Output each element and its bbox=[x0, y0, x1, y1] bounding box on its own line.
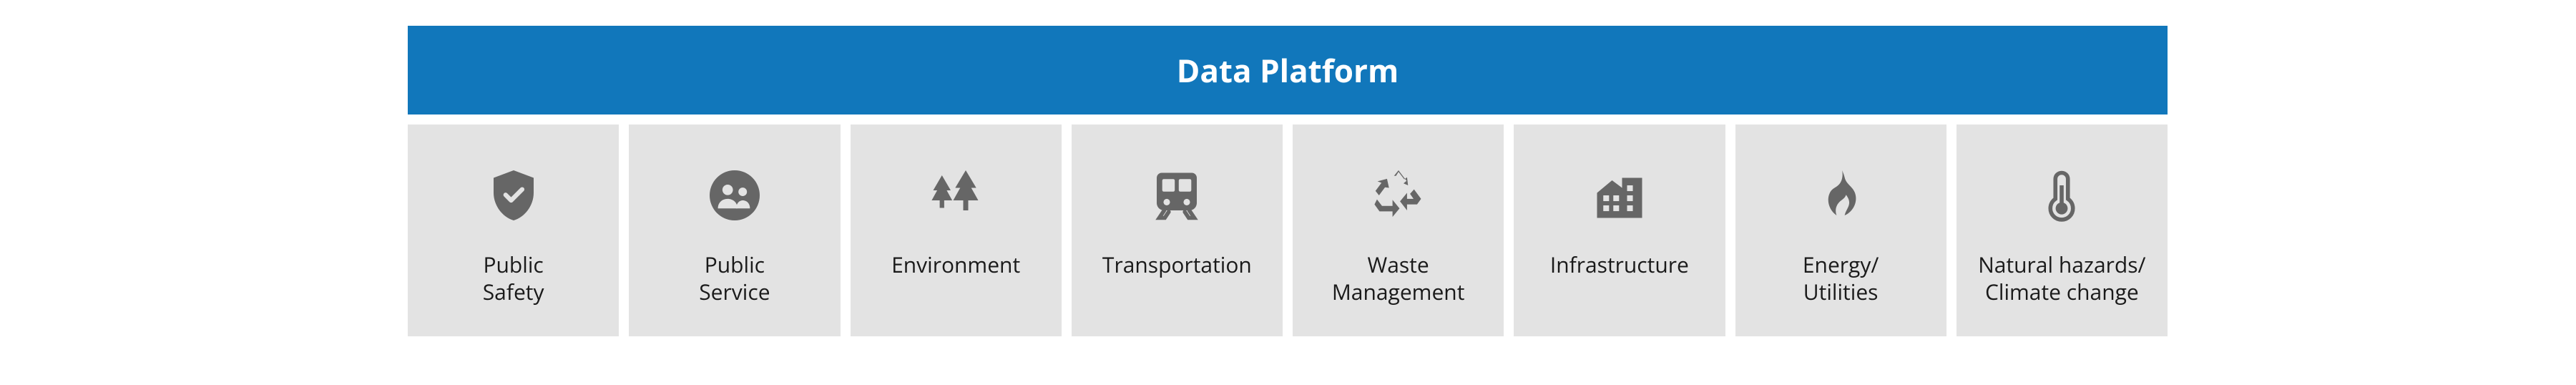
tile-label: Waste Management bbox=[1332, 251, 1465, 308]
group-circle-icon bbox=[705, 152, 765, 238]
shield-check-icon bbox=[484, 152, 544, 238]
tiles-row: Public Safety Public Service Environment bbox=[408, 125, 2168, 336]
tile-label: Natural hazards/ Climate change bbox=[1978, 251, 2145, 308]
recycle-icon bbox=[1368, 152, 1429, 238]
tile-label: Public Safety bbox=[483, 251, 544, 308]
tile-waste-management: Waste Management bbox=[1293, 125, 1504, 336]
tile-public-service: Public Service bbox=[629, 125, 840, 336]
header-bar: Data Platform bbox=[408, 26, 2168, 114]
tile-label: Environment bbox=[891, 251, 1020, 308]
train-icon bbox=[1147, 152, 1207, 238]
tile-natural-hazards: Natural hazards/ Climate change bbox=[1957, 125, 2168, 336]
tile-environment: Environment bbox=[851, 125, 1062, 336]
thermometer-icon bbox=[2032, 152, 2092, 238]
flame-icon bbox=[1811, 152, 1871, 238]
tile-infrastructure: Infrastructure bbox=[1514, 125, 1725, 336]
header-title: Data Platform bbox=[1177, 49, 1399, 92]
tile-energy-utilities: Energy/ Utilities bbox=[1735, 125, 1946, 336]
trees-icon bbox=[926, 152, 986, 238]
tile-public-safety: Public Safety bbox=[408, 125, 619, 336]
building-icon bbox=[1590, 152, 1650, 238]
diagram-container: Data Platform Public Safety Public Servi… bbox=[408, 26, 2168, 336]
tile-label: Public Service bbox=[699, 251, 770, 308]
tile-transportation: Transportation bbox=[1072, 125, 1283, 336]
tile-label: Energy/ Utilities bbox=[1803, 251, 1879, 308]
tile-label: Transportation bbox=[1102, 251, 1252, 308]
tile-label: Infrastructure bbox=[1550, 251, 1689, 308]
